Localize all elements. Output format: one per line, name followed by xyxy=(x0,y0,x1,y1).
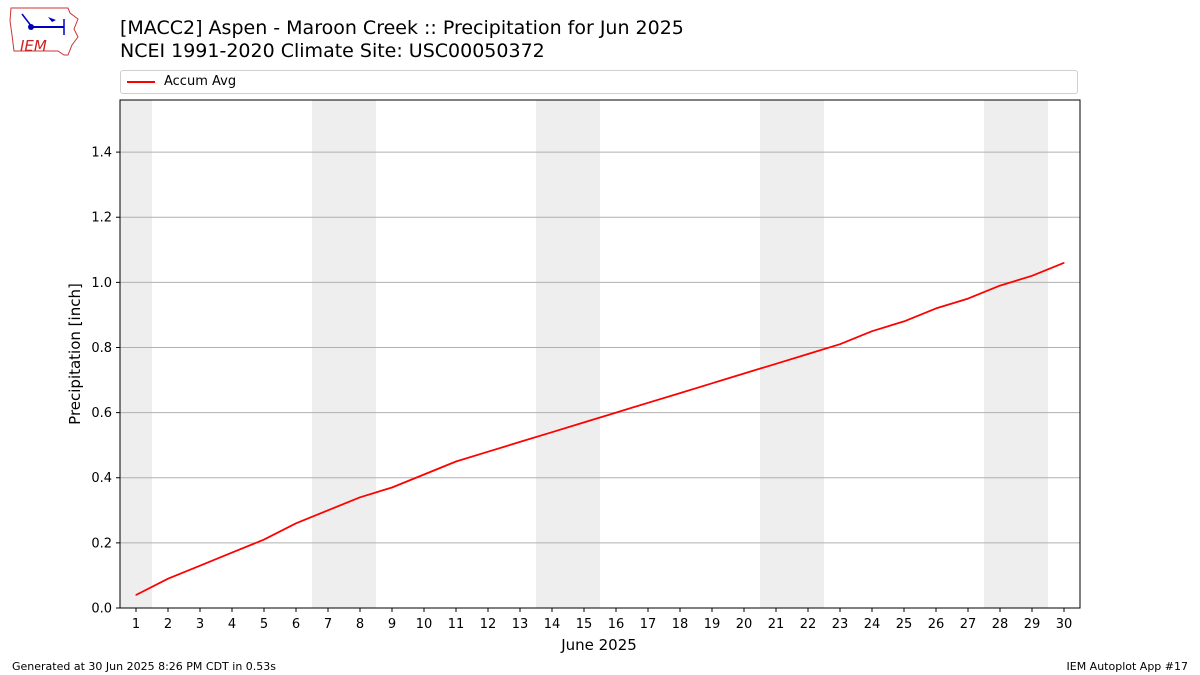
data-point-day-2 xyxy=(167,578,169,580)
y-tick-label-3: 0.6 xyxy=(91,406,112,421)
weekend-shade-5 xyxy=(984,100,1048,608)
data-point-day-21 xyxy=(775,363,777,365)
x-tick-label-6: 6 xyxy=(292,617,300,632)
weekend-shade-2 xyxy=(312,100,376,608)
data-point-day-26 xyxy=(935,307,937,310)
x-tick-label-17: 17 xyxy=(640,617,657,632)
weekend-shading xyxy=(120,100,1048,608)
logo-text: IEM xyxy=(20,37,47,55)
data-point-day-15 xyxy=(583,421,585,423)
data-point-day-24 xyxy=(871,330,873,332)
data-point-day-18 xyxy=(679,392,681,394)
data-point-day-7 xyxy=(327,509,329,511)
x-tick-label-16: 16 xyxy=(608,617,625,632)
data-point-day-1 xyxy=(135,594,137,596)
weekend-shade-3 xyxy=(536,100,600,608)
iowa-outline xyxy=(9,7,79,56)
grid-lines xyxy=(120,151,1080,544)
x-tick-label-5: 5 xyxy=(260,617,268,632)
series-line-accum-avg xyxy=(135,261,1065,596)
x-tick-label-29: 29 xyxy=(1024,617,1041,632)
data-point-day-23 xyxy=(839,343,841,345)
x-tick-label-18: 18 xyxy=(672,617,689,632)
x-tick-label-15: 15 xyxy=(576,617,593,632)
data-point-day-17 xyxy=(647,402,649,404)
x-tick-label-28: 28 xyxy=(992,617,1009,632)
data-point-day-5 xyxy=(263,539,265,541)
x-tick-label-4: 4 xyxy=(228,617,236,632)
data-point-day-30 xyxy=(1063,262,1065,264)
data-point-day-22 xyxy=(807,353,809,355)
data-point-day-9 xyxy=(391,486,393,489)
x-tick-label-30: 30 xyxy=(1056,617,1073,632)
x-tick-label-25: 25 xyxy=(896,617,913,632)
data-point-day-28 xyxy=(999,285,1001,287)
y-tick-label-4: 0.8 xyxy=(91,341,112,356)
data-point-day-27 xyxy=(967,298,969,300)
data-point-day-29 xyxy=(1031,275,1033,277)
iem-logo: IEM xyxy=(9,7,79,56)
x-tick-label-22: 22 xyxy=(800,617,817,632)
legend-label: Accum Avg xyxy=(164,74,237,89)
weekend-shade-4 xyxy=(760,100,824,608)
data-point-day-3 xyxy=(199,565,201,567)
x-tick-label-9: 9 xyxy=(388,617,396,632)
data-point-day-12 xyxy=(487,451,489,453)
legend: Accum Avg xyxy=(120,70,1078,94)
x-tick-label-3: 3 xyxy=(196,617,204,632)
y-tick-label-0: 0.0 xyxy=(91,602,112,617)
data-point-day-4 xyxy=(231,552,233,554)
y-tick-label-7: 1.4 xyxy=(91,146,112,161)
x-tick-label-1: 1 xyxy=(132,617,140,632)
legend-line-swatch xyxy=(127,81,155,83)
plot-frame xyxy=(119,99,1081,609)
data-point-day-13 xyxy=(519,441,521,443)
x-axis-ticks: 1 2 3 4 5 6 7 8 9 10 11 12 13 14 15 16 17 18 19 20 21 22 23 24 2… xyxy=(132,608,1072,632)
y-tick-label-5: 1.0 xyxy=(91,276,112,291)
app-label: IEM Autoplot App #17 xyxy=(1066,660,1189,673)
data-point-day-25 xyxy=(903,320,905,323)
x-tick-label-2: 2 xyxy=(164,617,172,632)
x-tick-label-24: 24 xyxy=(864,617,881,632)
y-tick-label-6: 1.2 xyxy=(91,211,112,226)
data-point-day-16 xyxy=(615,412,617,414)
weekend-shade-1 xyxy=(120,100,152,608)
data-point-day-8 xyxy=(359,496,361,498)
y-tick-label-2: 0.4 xyxy=(91,471,112,486)
x-tick-label-13: 13 xyxy=(512,617,529,632)
x-tick-label-20: 20 xyxy=(736,617,753,632)
data-point-day-19 xyxy=(711,382,713,384)
y-axis-ticks: 0.0 0.2 0.4 0.6 0.8 1.0 1.2 1.4 xyxy=(91,146,120,617)
x-tick-label-23: 23 xyxy=(832,617,849,632)
y-tick-label-1: 0.2 xyxy=(91,536,112,551)
x-tick-label-8: 8 xyxy=(356,617,364,632)
data-point-day-14 xyxy=(551,431,553,433)
y-axis-label: Precipitation [inch] xyxy=(66,283,84,425)
data-point-day-10 xyxy=(423,473,425,476)
title-line-1: [MACC2] Aspen - Maroon Creek :: Precipit… xyxy=(120,17,684,39)
title-line-2: NCEI 1991-2020 Climate Site: USC00050372 xyxy=(120,40,545,62)
x-tick-label-26: 26 xyxy=(928,617,945,632)
x-tick-label-14: 14 xyxy=(544,617,561,632)
data-point-day-20 xyxy=(743,372,745,375)
x-tick-label-27: 27 xyxy=(960,617,977,632)
data-point-day-11 xyxy=(455,460,457,463)
x-tick-label-7: 7 xyxy=(324,617,332,632)
x-tick-label-19: 19 xyxy=(704,617,721,632)
x-tick-label-21: 21 xyxy=(768,617,785,632)
x-tick-label-12: 12 xyxy=(480,617,497,632)
series-layer xyxy=(135,261,1065,596)
generated-timestamp: Generated at 30 Jun 2025 8:26 PM CDT in … xyxy=(12,660,277,673)
chart-title: [MACC2] Aspen - Maroon Creek :: Precipit… xyxy=(120,17,684,63)
data-point-day-6 xyxy=(295,522,297,524)
x-tick-label-10: 10 xyxy=(416,617,433,632)
x-axis-label: June 2025 xyxy=(560,636,637,654)
x-tick-label-11: 11 xyxy=(448,617,465,632)
